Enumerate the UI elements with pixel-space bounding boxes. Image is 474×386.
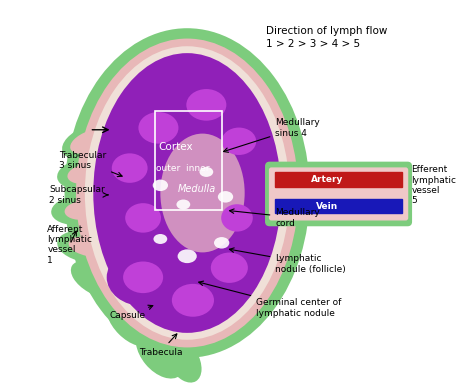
Ellipse shape — [70, 129, 113, 154]
Ellipse shape — [200, 167, 213, 177]
Ellipse shape — [123, 261, 163, 293]
Ellipse shape — [67, 164, 104, 184]
Text: Lymphatic
nodule (follicle): Lymphatic nodule (follicle) — [229, 248, 346, 274]
Ellipse shape — [208, 116, 270, 166]
Ellipse shape — [160, 134, 245, 252]
Ellipse shape — [155, 271, 231, 330]
Ellipse shape — [64, 201, 103, 220]
Text: Direction of lymph flow
1 > 2 > 3 > 4 > 5: Direction of lymph flow 1 > 2 > 3 > 4 > … — [266, 26, 387, 49]
Text: outer  inner: outer inner — [156, 164, 209, 173]
Ellipse shape — [125, 203, 161, 233]
Ellipse shape — [107, 300, 153, 346]
Ellipse shape — [176, 200, 190, 210]
Ellipse shape — [97, 141, 162, 195]
Text: Germinal center of
lymphatic nodule: Germinal center of lymphatic nodule — [199, 281, 342, 318]
Ellipse shape — [222, 127, 256, 155]
Text: Medulla: Medulla — [178, 184, 216, 194]
Ellipse shape — [110, 191, 176, 245]
Ellipse shape — [170, 76, 243, 134]
Bar — [275, 172, 402, 187]
Ellipse shape — [107, 249, 180, 306]
Ellipse shape — [112, 153, 147, 183]
Ellipse shape — [62, 123, 121, 160]
Ellipse shape — [138, 112, 179, 144]
Ellipse shape — [64, 28, 310, 358]
Ellipse shape — [186, 89, 227, 121]
Bar — [275, 199, 402, 213]
Text: Artery: Artery — [311, 175, 343, 184]
Text: Vein: Vein — [316, 201, 338, 210]
Ellipse shape — [208, 193, 266, 243]
FancyBboxPatch shape — [266, 163, 411, 225]
Text: Efferent
lymphatic
vessel
5: Efferent lymphatic vessel 5 — [411, 165, 456, 205]
Text: Cortex: Cortex — [158, 142, 193, 152]
Ellipse shape — [165, 337, 201, 383]
Ellipse shape — [93, 53, 281, 333]
Ellipse shape — [85, 46, 290, 340]
Text: Trabecula: Trabecula — [138, 334, 182, 357]
Ellipse shape — [51, 196, 105, 225]
Ellipse shape — [172, 284, 214, 317]
Text: Trabecular
3 sinus: Trabecular 3 sinus — [59, 151, 122, 177]
Ellipse shape — [221, 204, 253, 232]
Ellipse shape — [57, 231, 114, 262]
Text: Afferent
lymphatic
vessel
1: Afferent lymphatic vessel 1 — [47, 225, 92, 265]
Ellipse shape — [218, 191, 233, 203]
Ellipse shape — [76, 39, 298, 347]
Ellipse shape — [214, 237, 229, 249]
Ellipse shape — [196, 240, 263, 295]
Ellipse shape — [80, 88, 130, 129]
Ellipse shape — [153, 179, 168, 191]
Ellipse shape — [69, 237, 110, 257]
Bar — [155, 111, 222, 210]
Ellipse shape — [122, 99, 195, 157]
Ellipse shape — [136, 325, 185, 379]
Ellipse shape — [57, 159, 107, 189]
Ellipse shape — [154, 234, 167, 244]
Ellipse shape — [266, 170, 300, 223]
Ellipse shape — [71, 261, 119, 298]
Ellipse shape — [141, 323, 180, 370]
Text: Capsule: Capsule — [109, 305, 153, 320]
Text: Medullary
sinus 4: Medullary sinus 4 — [224, 118, 320, 152]
Ellipse shape — [178, 249, 197, 263]
Ellipse shape — [187, 149, 226, 176]
Text: Medullary
cord: Medullary cord — [229, 208, 320, 228]
Ellipse shape — [172, 208, 218, 239]
FancyBboxPatch shape — [270, 168, 408, 220]
Text: Subcapsular
2 sinus: Subcapsular 2 sinus — [49, 185, 108, 205]
Ellipse shape — [211, 252, 248, 283]
